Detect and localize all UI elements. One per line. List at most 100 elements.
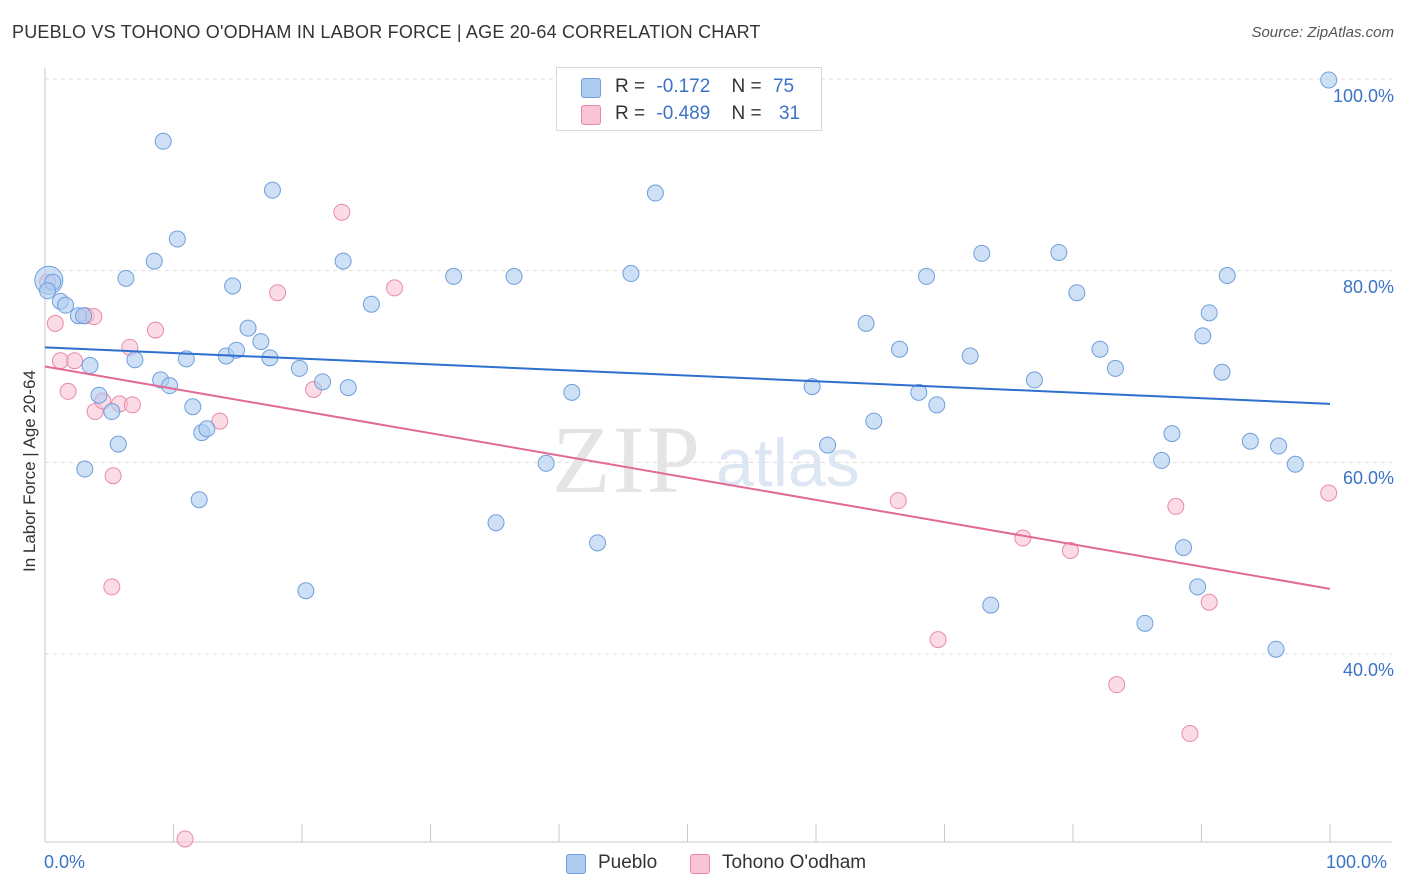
- y-tick-40: 40.0%: [1342, 660, 1394, 680]
- data-point: [76, 460, 94, 478]
- data-point: [910, 383, 928, 401]
- data-point: [117, 269, 135, 287]
- data-point: [1061, 542, 1079, 559]
- data-point: [81, 357, 99, 375]
- data-point: [123, 396, 141, 414]
- n-value: 75: [772, 76, 795, 97]
- data-point: [1213, 363, 1231, 381]
- data-point: [176, 830, 194, 848]
- y-tick-60: 60.0%: [1342, 468, 1394, 488]
- data-point: [224, 277, 242, 295]
- data-point: [334, 252, 352, 270]
- data-point: [104, 467, 122, 485]
- data-point: [1320, 71, 1338, 89]
- data-point: [103, 578, 121, 596]
- correlation-legend: R = -0.172 N = 75 R = -0.489 N = 31: [556, 67, 822, 131]
- data-point: [1068, 284, 1086, 302]
- data-point: [1181, 725, 1199, 743]
- tohono-swatch: [690, 854, 710, 874]
- data-point: [75, 307, 93, 325]
- data-point: [1014, 529, 1032, 547]
- data-point: [263, 181, 281, 199]
- data-point: [1200, 304, 1218, 322]
- watermark-atlas: atlas: [716, 425, 860, 501]
- data-point: [1106, 359, 1124, 377]
- data-point: [1194, 327, 1212, 345]
- data-point: [973, 244, 991, 262]
- data-point: [918, 267, 936, 285]
- data-point: [891, 340, 909, 358]
- data-point: [445, 267, 463, 285]
- data-point: [386, 279, 404, 297]
- chart-title: PUEBLO VS TOHONO O'ODHAM IN LABOR FORCE …: [12, 22, 761, 42]
- bottom-legend-label: Pueblo: [598, 852, 658, 873]
- data-point: [982, 596, 1000, 614]
- data-point: [1267, 640, 1285, 658]
- data-point: [819, 436, 837, 454]
- y-axis-title-wrap: In Labor Force | Age 20-64: [20, 370, 40, 812]
- pueblo-swatch: [581, 78, 601, 98]
- data-point: [314, 373, 332, 391]
- data-point: [168, 230, 186, 248]
- data-point: [1153, 451, 1171, 469]
- data-point: [1091, 340, 1109, 358]
- data-point: [109, 435, 127, 453]
- data-point: [1025, 371, 1043, 389]
- legend-text-pueblo: R = -0.172 N = 75: [615, 76, 794, 98]
- r-value: -0.489: [656, 103, 711, 124]
- data-point: [198, 420, 216, 438]
- x-tick-0: 0.0%: [44, 852, 86, 872]
- source-label: Source: ZipAtlas.com: [1251, 24, 1394, 41]
- data-point: [239, 319, 257, 337]
- tohono-swatch: [581, 105, 601, 125]
- data-point: [154, 132, 172, 150]
- data-point: [487, 514, 505, 532]
- x-tick-100: 100.0%: [1326, 852, 1388, 872]
- data-point: [505, 267, 523, 285]
- data-point: [857, 314, 875, 332]
- tohono-trend-line: [44, 365, 1331, 590]
- data-point: [1200, 593, 1218, 611]
- grid-lines: [45, 78, 1392, 655]
- data-point: [865, 412, 883, 430]
- watermark: ZIP atlas: [552, 406, 860, 513]
- data-point: [1320, 484, 1338, 502]
- pueblo-points: [34, 71, 1338, 658]
- data-point: [1050, 243, 1068, 261]
- data-point: [90, 386, 108, 404]
- data-point: [537, 454, 555, 472]
- data-point: [929, 631, 947, 649]
- data-point: [46, 314, 64, 332]
- n-label: N =: [731, 103, 762, 124]
- data-point: [147, 321, 165, 339]
- data-point: [333, 203, 351, 221]
- data-point: [1136, 614, 1154, 632]
- r-value: -0.172: [656, 76, 711, 97]
- data-point: [1270, 437, 1288, 455]
- data-point: [297, 582, 315, 600]
- data-point: [1241, 432, 1259, 450]
- data-point: [1167, 497, 1185, 515]
- data-point: [177, 350, 195, 368]
- pueblo-swatch: [566, 854, 586, 874]
- data-point: [290, 359, 308, 377]
- bottom-legend-label: Tohono O'odham: [722, 852, 867, 873]
- data-point: [66, 352, 84, 370]
- data-point: [362, 295, 380, 313]
- data-point: [51, 352, 69, 370]
- data-point: [126, 351, 144, 369]
- data-point: [961, 347, 979, 365]
- r-label: R =: [615, 103, 646, 124]
- data-point: [184, 398, 202, 416]
- data-point: [103, 403, 121, 421]
- data-point: [622, 265, 640, 283]
- data-point: [190, 491, 208, 509]
- data-point: [928, 396, 946, 414]
- data-point: [1189, 578, 1207, 596]
- data-point: [889, 492, 907, 510]
- data-point: [803, 378, 821, 396]
- axes: [44, 68, 1392, 843]
- data-point: [1218, 266, 1236, 284]
- data-point: [252, 333, 270, 351]
